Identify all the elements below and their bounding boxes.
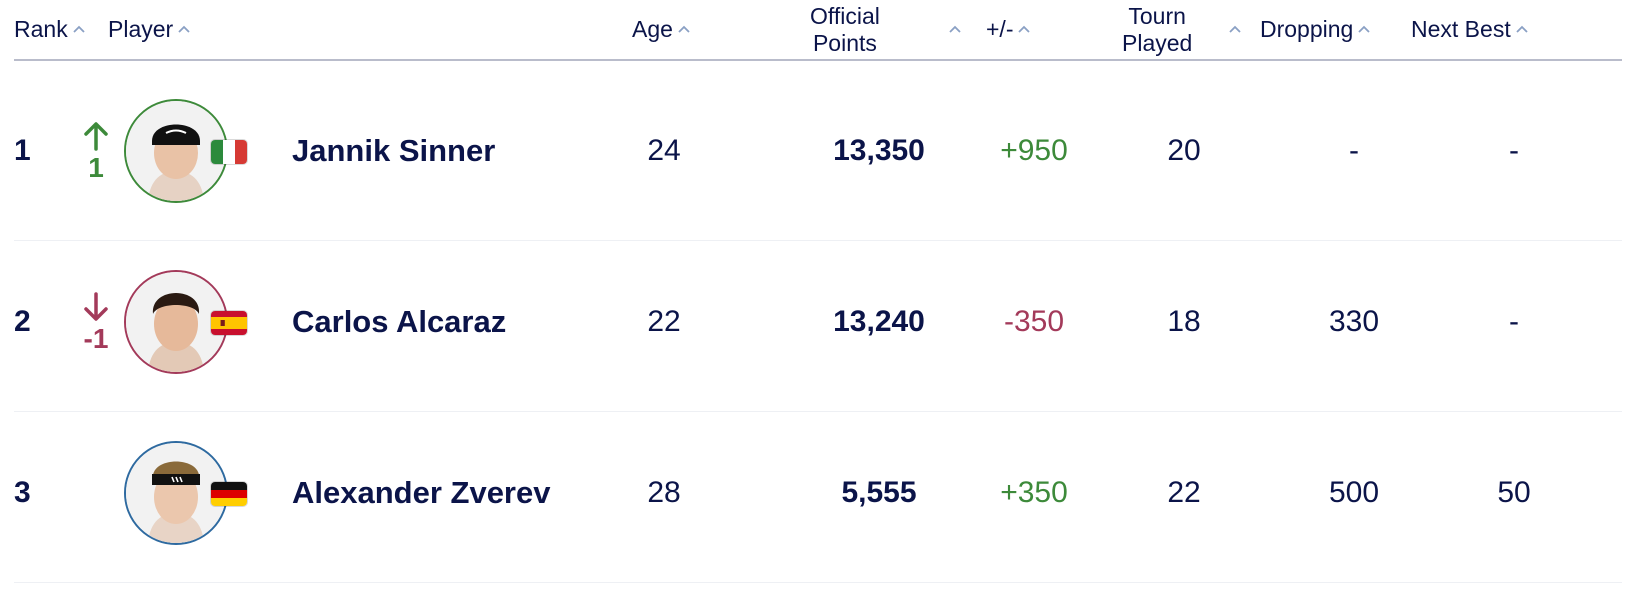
player-name-link[interactable]: Carlos Alcaraz [292, 304, 507, 339]
next-best-header-label: Next Best [1411, 16, 1511, 42]
official-points-value: 13,350 [833, 134, 925, 167]
rank-header-label: Rank [14, 16, 68, 42]
player-photo [126, 272, 226, 372]
rank-value: 1 [14, 134, 31, 167]
rankings-table-header: Rank Player Age Official Points +/- Tour… [14, 0, 1622, 61]
table-row[interactable]: 2 -1 Carlos Alcaraz 22 13,240 -350 18 33… [14, 232, 1622, 412]
rank-movement [76, 403, 116, 583]
player-header-label: Player [108, 16, 174, 42]
plus-minus-value: -350 [1003, 305, 1065, 338]
dropping-value: 500 [1328, 476, 1380, 509]
age-value: 24 [647, 134, 681, 167]
rank-movement: 1 [76, 61, 116, 241]
table-row[interactable]: 3 Alexander Zverev 28 5,555 +350 22 500 … [14, 403, 1622, 583]
tourn-played-header-label: Tourn Played [1122, 2, 1193, 56]
dropping-value: 330 [1328, 305, 1380, 338]
plus-minus-column-header[interactable]: +/- [986, 0, 1035, 59]
rank-column-header[interactable]: Rank [14, 0, 90, 59]
next-best-value: - [1509, 134, 1519, 167]
player-photo [126, 443, 226, 543]
official-points-value: 5,555 [841, 476, 917, 509]
avatar[interactable] [124, 99, 228, 203]
dropping-value: - [1349, 134, 1359, 167]
tourn-played-value: 18 [1167, 305, 1201, 338]
tourn-played-value: 20 [1167, 134, 1201, 167]
official-points-value: 13,240 [833, 305, 925, 338]
next-best-value: 50 [1497, 476, 1531, 509]
age-column-header[interactable]: Age [632, 0, 695, 59]
avatar[interactable] [124, 441, 228, 545]
age-header-label: Age [632, 16, 673, 42]
rank-value: 2 [14, 305, 31, 338]
plus-minus-header-label: +/- [986, 16, 1014, 42]
dropping-header-label: Dropping [1260, 16, 1354, 42]
movement-value: -1 [83, 323, 109, 354]
next-best-value: - [1509, 305, 1519, 338]
player-column-header[interactable]: Player [108, 0, 195, 59]
player-name-link[interactable]: Alexander Zverev [292, 475, 551, 510]
rank-movement: -1 [76, 232, 116, 412]
rank-value: 3 [14, 476, 31, 509]
spain-flag-icon [210, 310, 248, 336]
germany-flag-icon [210, 481, 248, 507]
sort-caret-icon[interactable] [1511, 19, 1533, 41]
player-name-link[interactable]: Jannik Sinner [292, 133, 496, 168]
avatar[interactable] [124, 270, 228, 374]
official-points-header-label: Official Points [810, 2, 880, 56]
dropping-column-header[interactable]: Dropping [1260, 0, 1375, 59]
plus-minus-value: +950 [1000, 134, 1068, 167]
next-best-column-header[interactable]: Next Best [1411, 0, 1533, 59]
sort-caret-icon[interactable] [1013, 19, 1035, 41]
tourn-played-value: 22 [1167, 476, 1201, 509]
official-points-column-header[interactable]: Official Points [810, 0, 966, 59]
arrow-up-icon [84, 122, 108, 151]
sort-caret-icon[interactable] [944, 19, 966, 41]
tourn-played-column-header[interactable]: Tourn Played [1122, 0, 1246, 59]
sort-caret-icon[interactable] [1224, 19, 1246, 41]
age-value: 28 [647, 476, 681, 509]
table-row[interactable]: 1 1 Jannik Sinner 24 13,350 +950 20 - - [14, 61, 1622, 241]
sort-caret-icon[interactable] [173, 19, 195, 41]
sort-caret-icon[interactable] [673, 19, 695, 41]
sort-caret-icon[interactable] [68, 19, 90, 41]
italy-flag-icon [210, 139, 248, 165]
movement-value: 1 [88, 152, 104, 183]
plus-minus-value: +350 [1000, 476, 1068, 509]
arrow-down-icon [84, 292, 108, 321]
age-value: 22 [647, 305, 681, 338]
player-photo [126, 101, 226, 201]
sort-caret-icon[interactable] [1353, 19, 1375, 41]
